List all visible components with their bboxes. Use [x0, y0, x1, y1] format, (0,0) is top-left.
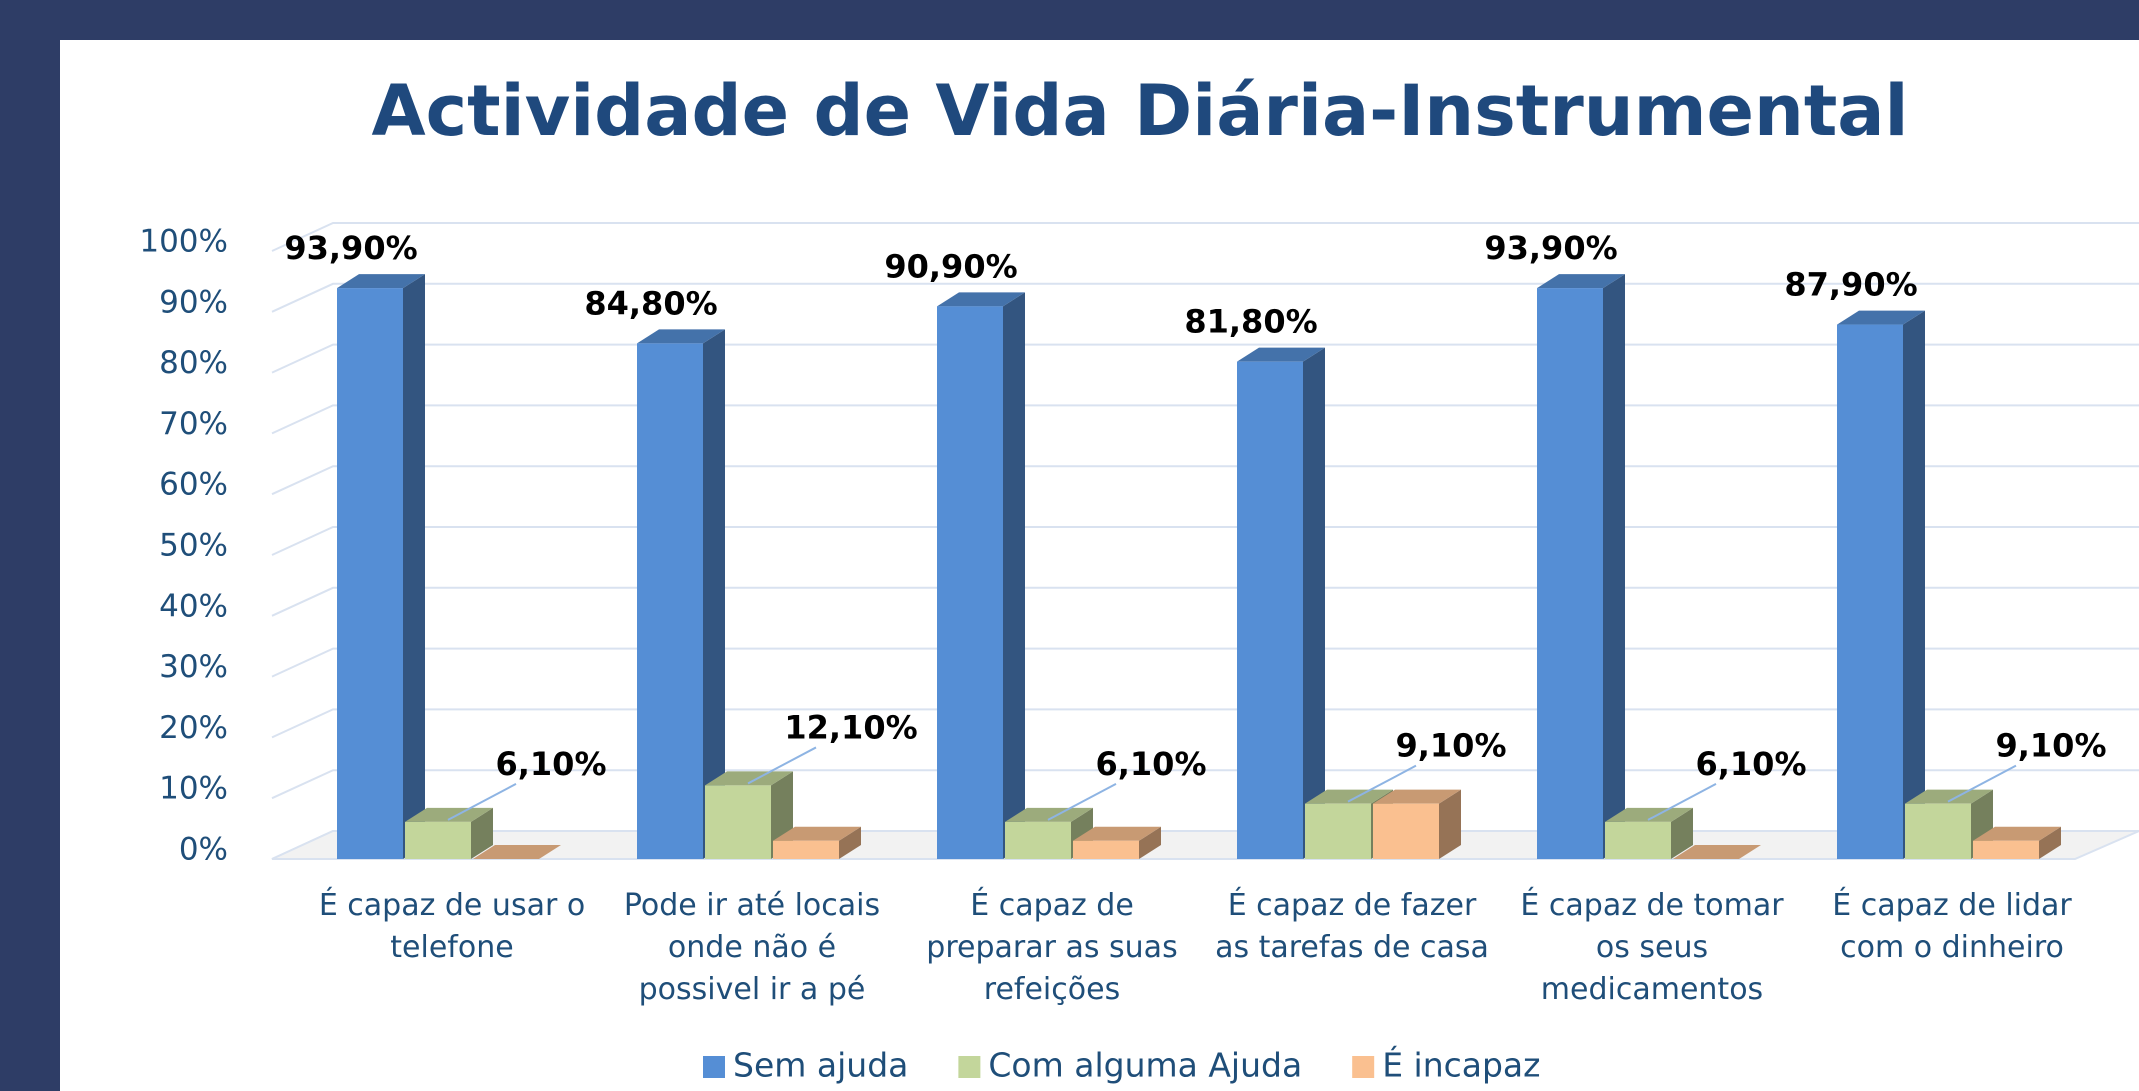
bar [337, 288, 403, 859]
bar-top [637, 329, 725, 344]
data-label: 84,80% [584, 284, 717, 322]
bar-side [1603, 274, 1625, 859]
x-tick-label: É capaz de lidar com o dinheiro [1832, 888, 2072, 965]
legend-swatch [703, 1056, 725, 1078]
legend-swatch [958, 1056, 981, 1078]
data-label: 93,90% [284, 229, 417, 267]
leader-line [1947, 764, 2017, 803]
bar-top [337, 274, 425, 289]
x-tick-label: É capaz de tomar os seus medicamentos [1520, 888, 1784, 1007]
bar-top [1605, 807, 1693, 822]
bar-top [473, 845, 561, 859]
bar-top [705, 771, 793, 786]
y-tick-label: 20% [159, 710, 228, 746]
bar-top [1305, 789, 1393, 804]
leader-line [1647, 783, 1717, 821]
x-tick-label: Pode ir até locais onde não é possivel i… [623, 888, 881, 1007]
legend-label: Com alguma Ajuda [988, 1046, 1302, 1085]
y-tick-label: 50% [159, 528, 228, 564]
bar [1073, 840, 1139, 859]
data-label: 9,10% [1995, 727, 2106, 765]
data-label: 93,90% [1484, 229, 1617, 267]
bar-top [1237, 347, 1325, 362]
bar [1605, 821, 1671, 859]
legend-label: Sem ajuda [733, 1046, 908, 1085]
bar [1973, 840, 2039, 859]
bar-side [1003, 292, 1025, 859]
bar [1237, 361, 1303, 859]
data-label: 87,90% [1784, 266, 1917, 304]
bar [1537, 288, 1603, 859]
y-tick-label: 90% [159, 284, 228, 320]
y-tick-label: 30% [159, 649, 228, 685]
bar-top [1837, 310, 1925, 325]
bar [705, 785, 771, 859]
bar-side [703, 329, 725, 859]
bar-side [1303, 347, 1325, 859]
bar-top [1073, 826, 1161, 841]
bar-top [1673, 845, 1761, 859]
bar-side [2039, 826, 2061, 859]
bar-side [471, 807, 493, 859]
leader-line [1047, 783, 1117, 821]
grid-line [271, 282, 2139, 313]
bar [1905, 803, 1971, 859]
bar-top [1373, 789, 1461, 804]
data-label: 9,10% [1395, 727, 1506, 765]
bar-top [773, 826, 861, 841]
y-tick-label: 70% [159, 406, 228, 442]
bar-top [1973, 826, 2061, 841]
leader-line [447, 783, 517, 821]
x-tick-label: É capaz de preparar as suas refeições [926, 888, 1178, 1007]
bar [937, 306, 1003, 859]
y-tick-label: 10% [159, 771, 228, 807]
bar [637, 343, 703, 859]
bar [405, 821, 471, 859]
legend-label: É incapaz [1382, 1045, 1540, 1085]
data-label: 12,10% [784, 708, 917, 746]
bar [773, 840, 839, 859]
bar-top [937, 292, 1025, 307]
bar-side [1671, 807, 1693, 859]
y-tick-label: 100% [139, 224, 228, 260]
bar-side [1439, 789, 1461, 859]
bar-top [405, 807, 493, 822]
leader-line [747, 746, 817, 785]
leader-line [1347, 764, 1417, 803]
y-tick-label: 40% [159, 588, 228, 624]
bar [1373, 803, 1439, 859]
legend-swatch [1352, 1056, 1375, 1078]
bar [1305, 803, 1371, 859]
bar-top [1905, 789, 1993, 804]
y-tick-label: 80% [159, 345, 228, 381]
data-label: 81,80% [1184, 303, 1317, 341]
chart-title: Actividade de Vida Diária-Instrumental [371, 70, 1908, 152]
grid-line [271, 222, 2139, 252]
bar-top [1005, 807, 1093, 822]
bar [1005, 821, 1071, 859]
y-tick-label: 60% [159, 467, 228, 503]
bar [1837, 324, 1903, 859]
data-label: 6,10% [1095, 745, 1206, 783]
bar-side [403, 274, 425, 859]
data-label: 90,90% [884, 247, 1017, 285]
bar-top [1537, 274, 1625, 289]
bar-side [1139, 826, 1161, 859]
x-tick-label: É capaz de usar o telefone [318, 888, 586, 965]
bar-side [839, 826, 861, 859]
x-tick-label: É capaz de fazer as tarefas de casa [1215, 888, 1489, 965]
data-label: 6,10% [1695, 745, 1806, 783]
data-label: 6,10% [495, 745, 606, 783]
y-tick-label: 0% [179, 832, 228, 868]
bar-side [1903, 310, 1925, 859]
